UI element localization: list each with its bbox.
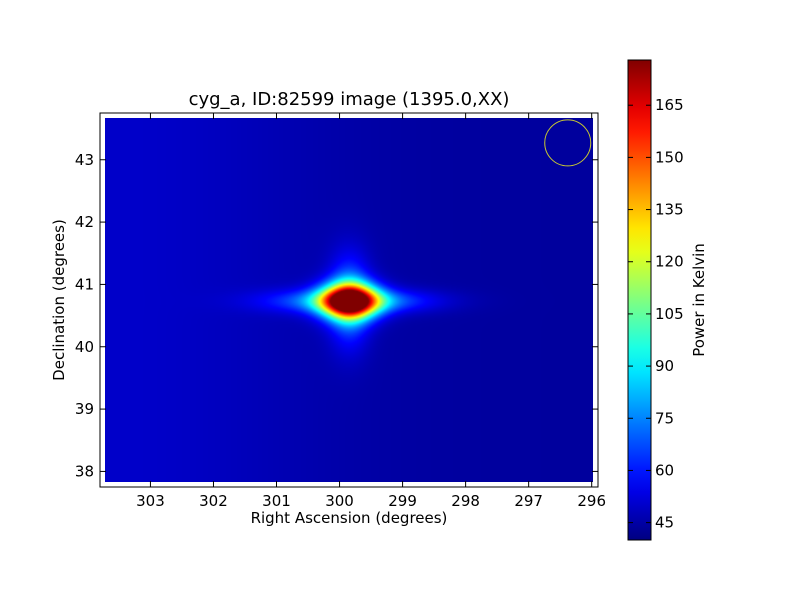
colorbar-tick-label: 60 — [655, 461, 674, 479]
y-tick-label: 41 — [75, 275, 94, 293]
y-tick-label: 43 — [75, 151, 94, 169]
colorbar-tick-label: 75 — [655, 409, 674, 427]
colorbar-tick-label: 135 — [655, 201, 684, 219]
x-tick-label: 303 — [136, 492, 165, 510]
colorbar — [627, 59, 652, 541]
x-tick-label: 297 — [514, 492, 543, 510]
x-tick-label: 300 — [325, 492, 354, 510]
x-tick-label: 299 — [388, 492, 417, 510]
colorbar-label: Power in Kelvin — [690, 243, 708, 357]
colorbar-tick-label: 150 — [655, 148, 684, 166]
chart-title: cyg_a, ID:82599 image (1395.0,XX) — [189, 89, 510, 110]
y-tick-label: 38 — [75, 462, 94, 480]
colorbar-ticks: 45 60 75 90 105 120 135 150 165 — [628, 96, 684, 532]
x-axis-label: Right Ascension (degrees) — [251, 509, 448, 527]
colorbar-tick-label: 90 — [655, 357, 674, 375]
x-tick-label: 301 — [262, 492, 291, 510]
axes-frame — [99, 112, 599, 488]
colorbar-tick-label: 45 — [655, 514, 674, 532]
x-tick-label: 298 — [451, 492, 480, 510]
colorbar-tick-label: 120 — [655, 253, 684, 271]
beam-marker-circle — [544, 119, 592, 167]
y-tick-label: 39 — [75, 400, 94, 418]
colorbar-tick-label: 105 — [655, 305, 684, 323]
heatmap-pixels — [105, 118, 593, 482]
x-axis-ticks: 303 302 301 300 299 298 297 296 — [136, 113, 606, 510]
y-axis-label: Declination (degrees) — [50, 219, 68, 381]
y-axis-ticks: 38 39 40 41 42 43 — [75, 151, 598, 480]
x-tick-label: 296 — [577, 492, 606, 510]
y-tick-label: 40 — [75, 338, 94, 356]
heatmap-image — [105, 118, 593, 482]
y-tick-label: 42 — [75, 213, 94, 231]
colorbar-tick-label: 165 — [655, 96, 684, 114]
x-tick-label: 302 — [199, 492, 228, 510]
